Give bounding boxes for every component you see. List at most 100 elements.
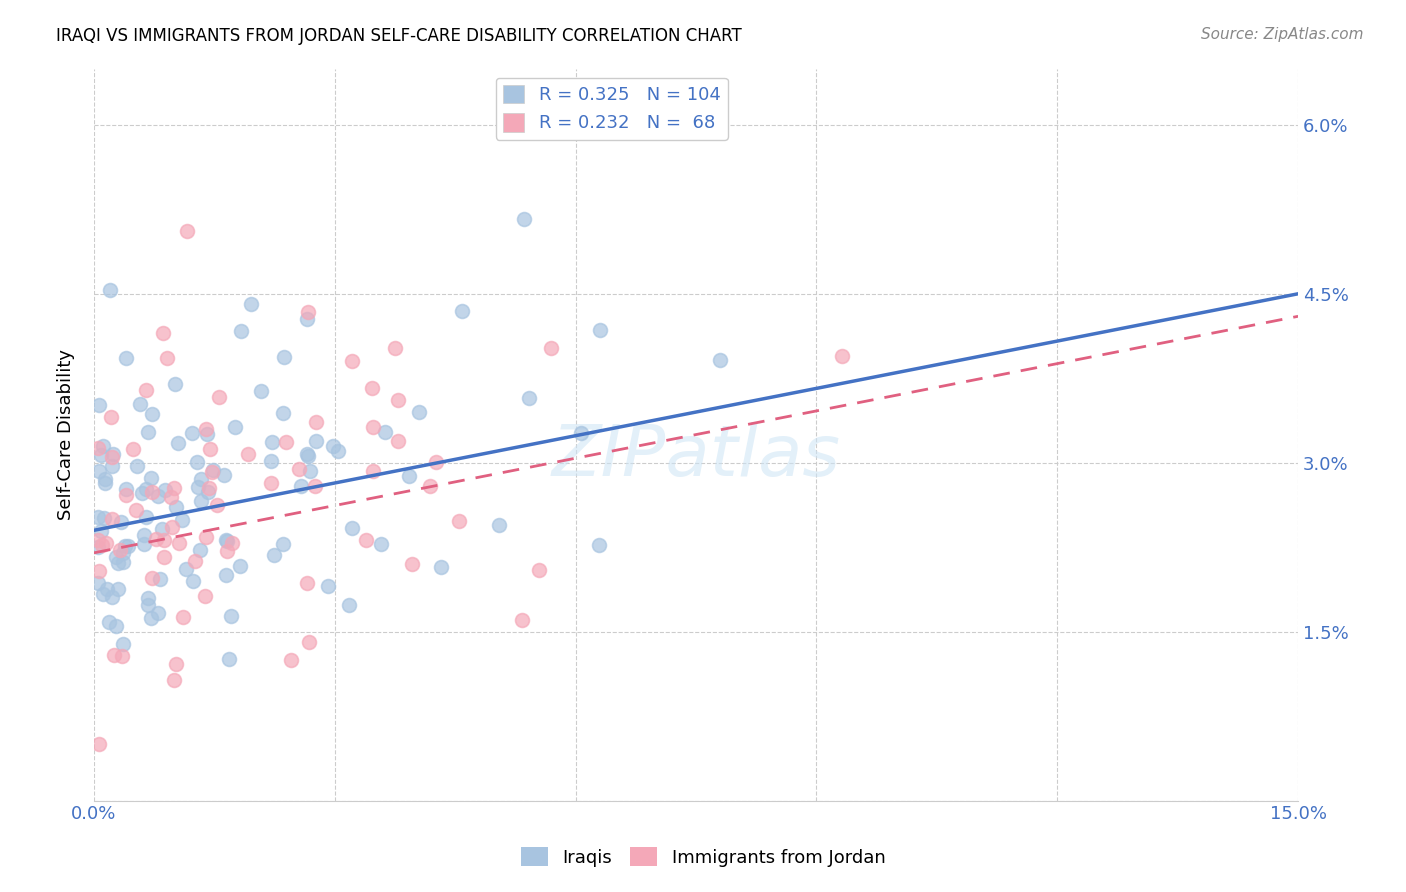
Point	[361, 419, 384, 434]
Point	[588, 538, 610, 552]
Point	[260, 476, 283, 491]
Point	[271, 406, 294, 420]
Point	[153, 483, 176, 498]
Point	[229, 324, 252, 338]
Point	[94, 536, 117, 550]
Legend: R = 0.325   N = 104, R = 0.232   N =  68: R = 0.325 N = 104, R = 0.232 N = 68	[495, 78, 728, 140]
Point	[221, 536, 243, 550]
Point	[517, 391, 540, 405]
Point	[104, 619, 127, 633]
Point	[163, 673, 186, 688]
Point	[212, 467, 235, 482]
Point	[249, 384, 271, 398]
Point	[87, 464, 110, 478]
Point	[197, 484, 219, 499]
Point	[170, 513, 193, 527]
Point	[569, 425, 592, 440]
Point	[512, 212, 534, 227]
Point	[188, 543, 211, 558]
Point	[152, 326, 174, 341]
Point	[138, 598, 160, 612]
Point	[430, 560, 453, 574]
Point	[374, 425, 396, 440]
Point	[100, 458, 122, 473]
Point	[527, 563, 550, 577]
Point	[176, 224, 198, 238]
Point	[195, 426, 218, 441]
Point	[115, 351, 138, 365]
Point	[326, 444, 349, 458]
Point	[200, 442, 222, 456]
Point	[298, 634, 321, 648]
Point	[90, 448, 112, 462]
Point	[297, 450, 319, 464]
Point	[112, 637, 135, 651]
Point	[322, 439, 344, 453]
Point	[101, 447, 124, 461]
Point	[384, 342, 406, 356]
Point	[153, 549, 176, 564]
Point	[145, 533, 167, 547]
Point	[104, 549, 127, 564]
Point	[128, 397, 150, 411]
Point	[150, 522, 173, 536]
Point	[370, 537, 392, 551]
Point	[387, 393, 409, 408]
Point	[127, 458, 149, 473]
Point	[186, 454, 208, 468]
Point	[295, 311, 318, 326]
Point	[96, 582, 118, 597]
Point	[141, 407, 163, 421]
Point	[163, 481, 186, 495]
Point	[236, 447, 259, 461]
Point	[589, 322, 612, 336]
Point	[187, 480, 209, 494]
Point	[146, 606, 169, 620]
Point	[190, 493, 212, 508]
Point	[340, 354, 363, 368]
Point	[114, 539, 136, 553]
Point	[122, 442, 145, 457]
Point	[93, 511, 115, 525]
Point	[316, 579, 339, 593]
Point	[132, 537, 155, 551]
Point	[201, 463, 224, 477]
Point	[447, 514, 470, 528]
Point	[124, 503, 146, 517]
Point	[87, 398, 110, 412]
Point	[201, 465, 224, 479]
Point	[167, 536, 190, 550]
Point	[91, 538, 114, 552]
Point	[363, 464, 385, 478]
Point	[190, 472, 212, 486]
Text: IRAQI VS IMMIGRANTS FROM JORDAN SELF-CARE DISABILITY CORRELATION CHART: IRAQI VS IMMIGRANTS FROM JORDAN SELF-CAR…	[56, 27, 742, 45]
Point	[361, 381, 384, 395]
Point	[451, 304, 474, 318]
Point	[165, 657, 187, 672]
Point	[263, 548, 285, 562]
Point	[488, 518, 510, 533]
Point	[295, 447, 318, 461]
Point	[139, 611, 162, 625]
Y-axis label: Self-Care Disability: Self-Care Disability	[58, 349, 75, 520]
Point	[115, 482, 138, 496]
Point	[401, 557, 423, 571]
Point	[97, 615, 120, 629]
Point	[260, 454, 283, 468]
Point	[337, 599, 360, 613]
Point	[110, 515, 132, 529]
Point	[163, 376, 186, 391]
Point	[419, 479, 441, 493]
Point	[425, 454, 447, 468]
Point	[297, 305, 319, 319]
Point	[132, 527, 155, 541]
Point	[160, 490, 183, 504]
Point	[135, 482, 157, 496]
Point	[87, 541, 110, 555]
Point	[111, 546, 134, 560]
Point	[165, 500, 187, 514]
Point	[305, 415, 328, 429]
Point	[146, 489, 169, 503]
Point	[287, 462, 309, 476]
Point	[510, 614, 533, 628]
